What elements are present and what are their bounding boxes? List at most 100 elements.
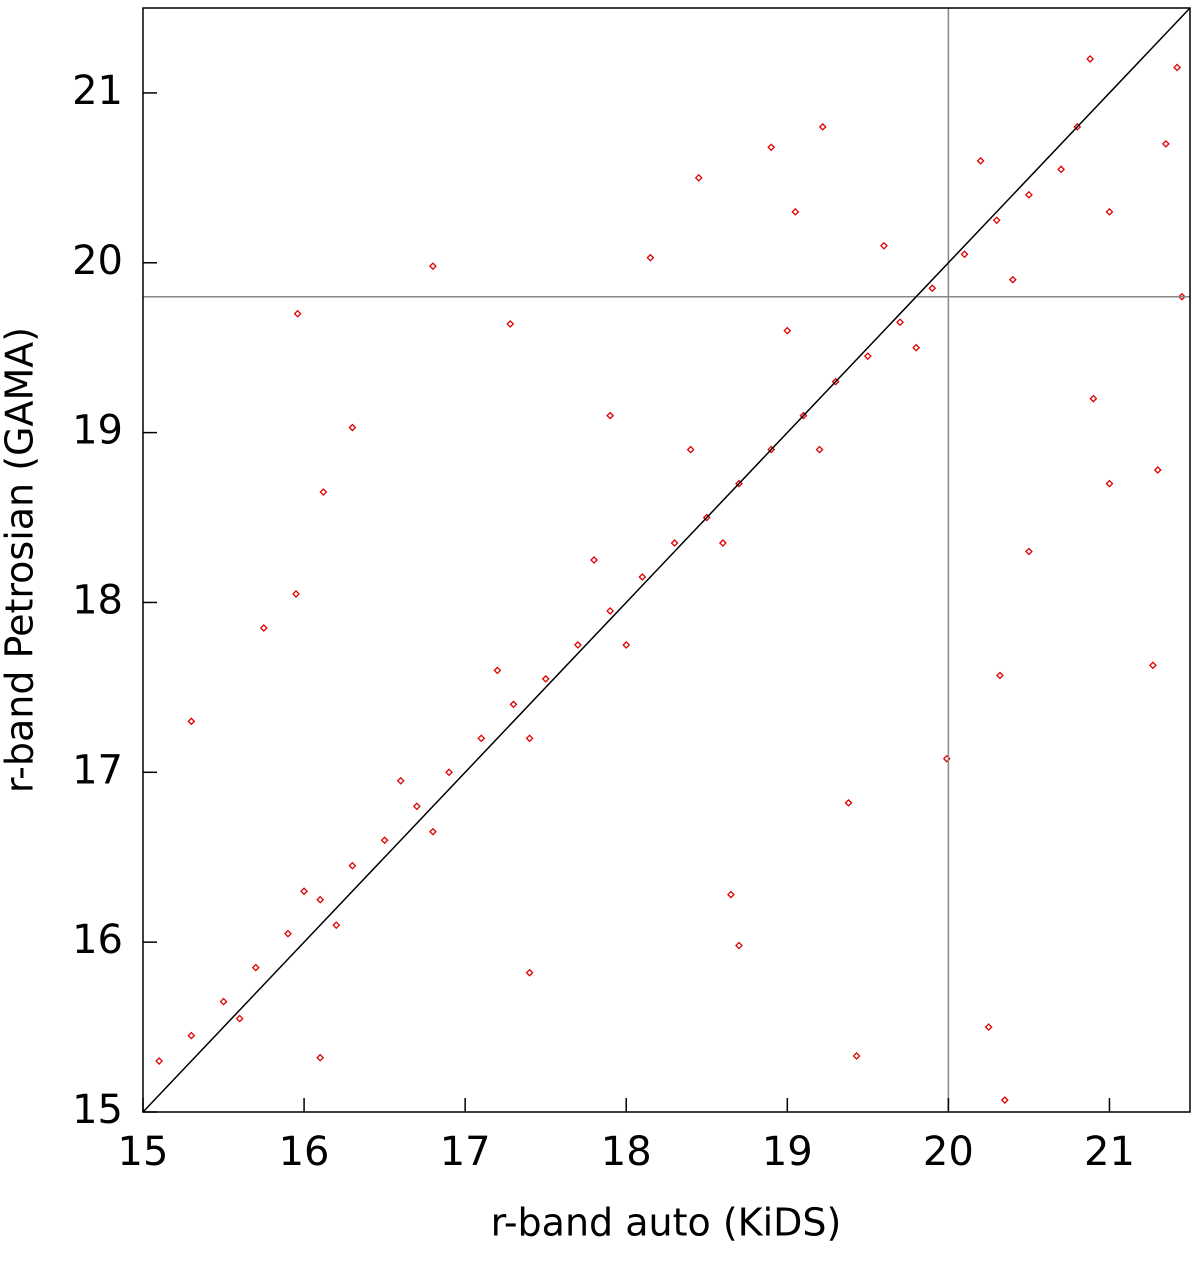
one-to-one-line (142, 7, 1191, 1113)
point (293, 309, 302, 318)
y-tick-label: 17 (72, 747, 123, 793)
point (525, 968, 534, 977)
point (1025, 547, 1033, 556)
point (984, 1023, 993, 1031)
point (319, 488, 328, 496)
point (429, 262, 437, 271)
point (1000, 1096, 1009, 1105)
point (1057, 165, 1066, 174)
point (718, 539, 727, 547)
point (1178, 292, 1186, 301)
point (429, 827, 437, 836)
point (573, 641, 582, 649)
point (1161, 139, 1170, 148)
point (284, 929, 292, 938)
point (348, 423, 357, 432)
point (767, 445, 776, 454)
point (727, 890, 735, 899)
point (1089, 394, 1098, 403)
point (646, 253, 655, 262)
point (219, 997, 228, 1006)
point (880, 241, 888, 250)
point (844, 798, 853, 807)
point (541, 674, 550, 683)
point (1153, 466, 1162, 474)
point (783, 326, 792, 335)
point (606, 607, 615, 615)
point (259, 624, 268, 632)
point (735, 941, 743, 950)
point (694, 173, 703, 182)
point (638, 573, 647, 581)
point (1105, 207, 1114, 216)
point (791, 207, 800, 216)
point (380, 836, 389, 845)
x-tick-label: 17 (440, 1129, 491, 1175)
point (1073, 122, 1082, 131)
x-tick-label: 20 (923, 1129, 974, 1175)
x-tick-label: 19 (762, 1129, 813, 1175)
x-tick-label: 16 (279, 1129, 330, 1175)
point (670, 539, 679, 547)
point (316, 1053, 325, 1062)
point (187, 1031, 196, 1040)
point (702, 513, 711, 522)
point (316, 895, 325, 904)
point (396, 776, 405, 785)
point (590, 556, 598, 564)
point (912, 343, 921, 352)
x-tick-label: 21 (1084, 1129, 1135, 1175)
plot-frame (142, 7, 1191, 1113)
point (525, 734, 534, 743)
point (1025, 190, 1033, 199)
point (852, 1052, 861, 1060)
point (187, 717, 196, 726)
point (818, 122, 827, 131)
point (686, 445, 695, 454)
point (1008, 275, 1017, 284)
point (799, 411, 808, 420)
y-tick-label: 16 (72, 917, 123, 963)
x-axis-title: r-band auto (KiDS) (491, 1201, 842, 1245)
point (509, 700, 518, 709)
y-tick-label: 19 (72, 408, 123, 454)
point (348, 861, 357, 870)
point (735, 479, 743, 488)
point (300, 887, 308, 896)
point (815, 445, 824, 454)
point (1173, 63, 1182, 72)
point (477, 734, 486, 743)
point (606, 411, 615, 420)
point (622, 641, 631, 649)
point (996, 671, 1004, 680)
point (235, 1014, 244, 1023)
point (831, 377, 840, 386)
point (767, 143, 776, 152)
point (896, 318, 904, 327)
y-axis-title: r-band Petrosian (GAMA) (0, 327, 42, 793)
y-tick-label: 15 (72, 1087, 123, 1133)
point (412, 802, 421, 811)
point (863, 352, 872, 361)
point (1149, 661, 1157, 670)
point (332, 921, 341, 930)
point (960, 250, 969, 259)
point (493, 666, 502, 675)
point (445, 768, 453, 777)
y-tick-label: 20 (72, 238, 123, 284)
point (292, 590, 300, 598)
point (992, 216, 1001, 225)
point (155, 1057, 164, 1065)
point (976, 156, 985, 165)
point (1086, 55, 1095, 63)
x-tick-label: 18 (601, 1129, 652, 1175)
y-tick-label: 18 (72, 577, 123, 623)
point (506, 319, 515, 328)
point (1105, 479, 1114, 488)
point (251, 963, 260, 972)
y-tick-label: 21 (72, 68, 123, 114)
point (928, 284, 937, 293)
x-tick-label: 15 (118, 1129, 169, 1175)
